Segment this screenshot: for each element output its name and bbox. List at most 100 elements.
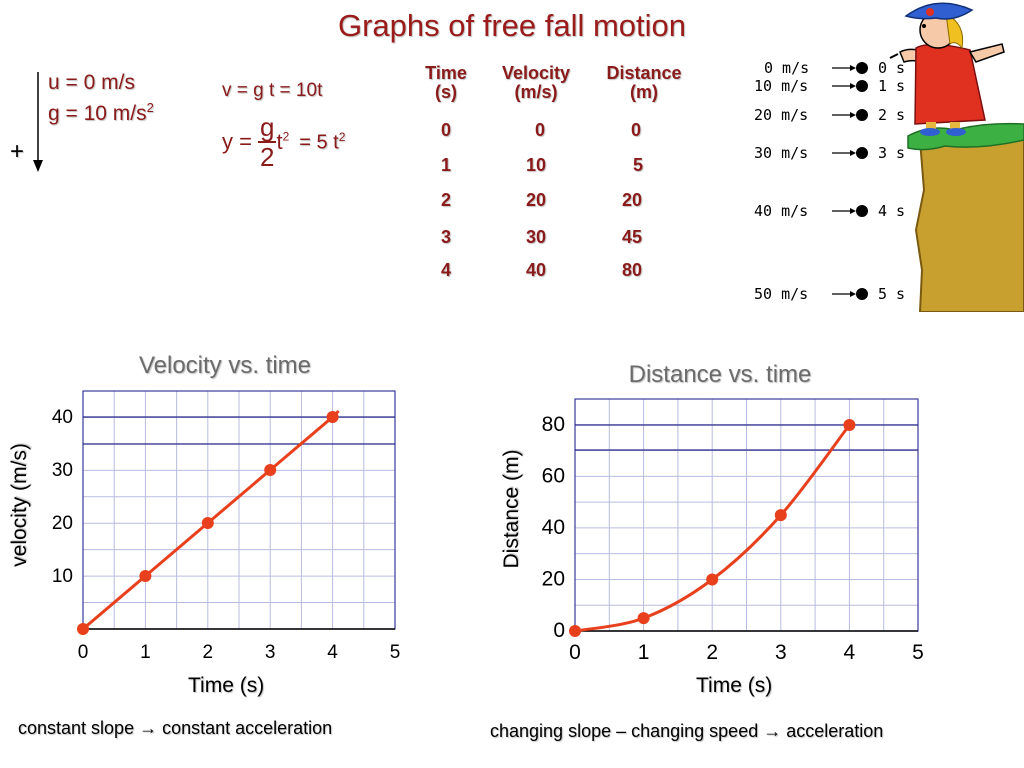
table-cell: 20	[525, 190, 547, 210]
distance-chart-title: Distance vs. time	[628, 361, 812, 388]
velocity-chart-title: Velocity vs. time	[138, 352, 312, 379]
y-tick-label: 0	[553, 619, 565, 642]
ball-position-icon	[856, 147, 868, 159]
chart-grid	[574, 398, 919, 632]
velocity-chart: 0 1 2 3 4 5 10 20 30 40	[52, 390, 401, 663]
y-tick-label: 10	[52, 566, 73, 587]
data-point	[139, 570, 152, 582]
x-tick-label: 0	[569, 641, 581, 664]
speed-label: 10 m/s	[754, 77, 809, 95]
time-label: 3 s	[878, 144, 906, 162]
fall-markers	[832, 62, 868, 300]
x-tick-label: 5	[912, 641, 924, 664]
table-header-velocity: Velocity (m/s)	[488, 64, 584, 102]
table-cell: 20	[621, 190, 643, 210]
x-tick-label: 4	[327, 642, 338, 663]
y-tick-label: 80	[542, 413, 565, 436]
y-tick-label: 30	[52, 460, 73, 481]
gravity-exponent: 2	[146, 100, 154, 115]
data-point	[706, 573, 719, 586]
x-tick-label: 3	[265, 642, 276, 663]
table-header-line: Distance	[606, 63, 682, 83]
data-point	[843, 419, 856, 431]
g-over-2-fraction: g 2	[257, 112, 277, 171]
table-header-line: Time	[425, 63, 467, 83]
positive-sign: +	[10, 138, 25, 165]
x-tick-label: 4	[844, 641, 856, 664]
x-tick-label: 1	[140, 642, 151, 663]
speed-label: 0 m/s	[764, 59, 810, 77]
table-cell: 80	[621, 260, 643, 280]
ball-position-icon	[856, 62, 868, 74]
girl-icon	[889, 2, 1005, 136]
y-tick-label: 40	[52, 407, 73, 428]
y-tick-label: 60	[542, 465, 565, 488]
t-exponent: 2	[282, 129, 290, 144]
table-cell: 30	[525, 227, 547, 247]
y-tick-label: 20	[542, 568, 565, 591]
table-cell: 10	[525, 155, 547, 175]
positive-direction-arrow	[33, 72, 43, 172]
x-tick-label: 1	[638, 641, 650, 664]
time-label: 4 s	[878, 202, 906, 220]
fraction-numerator: g	[257, 112, 277, 143]
t-squared: t2	[276, 129, 289, 155]
time-label: 0 s	[878, 59, 906, 77]
data-point	[569, 625, 581, 637]
data-table: Time (s) Velocity (m/s) Distance (m) 0 0…	[410, 64, 710, 294]
table-cell: 45	[621, 227, 643, 247]
initial-velocity: u = 0 m/s	[48, 71, 135, 94]
cliff-icon	[914, 126, 1024, 312]
table-cell: 5	[632, 155, 643, 175]
page-title: Graphs of free fall motion	[337, 8, 687, 43]
table-header-line: (s)	[435, 82, 457, 102]
ball-position-icon	[856, 205, 868, 217]
x-tick-label: 2	[706, 641, 718, 664]
velocity-y-axis-label: velocity (m/s)	[8, 443, 31, 567]
gravity-value-text: g = 10 m/s	[48, 102, 147, 125]
velocity-x-axis-label: Time (s)	[188, 674, 265, 697]
table-header-time: Time (s)	[412, 64, 480, 102]
data-point	[264, 464, 277, 476]
distance-y-axis-label: Distance (m)	[500, 449, 523, 569]
y-equals: y =	[222, 129, 252, 154]
result-exponent: 2	[338, 129, 346, 144]
table-header-line: (m)	[630, 82, 658, 102]
data-point	[326, 411, 339, 423]
result-text: = 5 t	[299, 131, 339, 154]
x-tick-label: 2	[203, 642, 214, 663]
velocity-caption: constant slope → constant acceleration	[18, 718, 333, 738]
distance-chart: 0 1 2 3 4 5 0 20 40 60 80	[542, 398, 924, 664]
data-point	[201, 517, 214, 529]
time-label: 1 s	[878, 77, 906, 95]
x-tick-label: 3	[775, 641, 787, 664]
time-label: 5 s	[878, 285, 906, 303]
t-base: t	[276, 129, 283, 154]
data-point	[637, 612, 650, 625]
speed-label: 40 m/s	[754, 202, 809, 220]
table-cell: 0	[534, 120, 545, 140]
table-header-distance: Distance (m)	[594, 64, 694, 102]
distance-formula: y = g 2 t2 = 5 t2	[222, 113, 345, 171]
x-tick-label: 5	[390, 642, 401, 663]
table-header-line: (m/s)	[514, 82, 558, 102]
speed-label: 20 m/s	[754, 106, 809, 124]
gravity-value: g = 10 m/s2	[48, 100, 154, 126]
speed-label: 30 m/s	[754, 144, 809, 162]
table-cell: 40	[525, 260, 547, 280]
table-cell: 4	[440, 260, 451, 280]
table-cell: 2	[440, 190, 451, 210]
time-label: 2 s	[878, 106, 906, 124]
data-point	[774, 509, 787, 522]
ball-position-icon	[856, 109, 868, 121]
table-cell: 3	[440, 227, 451, 247]
velocity-formula: v = g t = 10t	[222, 80, 323, 101]
cliff-girl-drawing	[832, 2, 1024, 312]
x-tick-label: 0	[78, 642, 89, 663]
data-point	[77, 623, 89, 635]
distance-caption: changing slope – changing speed → accele…	[490, 721, 884, 741]
table-header-line: Velocity	[501, 63, 571, 83]
free-fall-illustration: 0 m/s 10 m/s 20 m/s 30 m/s 40 m/s 50 m/s…	[740, 0, 1024, 312]
y-tick-label: 20	[52, 513, 73, 534]
speed-label: 50 m/s	[754, 285, 809, 303]
